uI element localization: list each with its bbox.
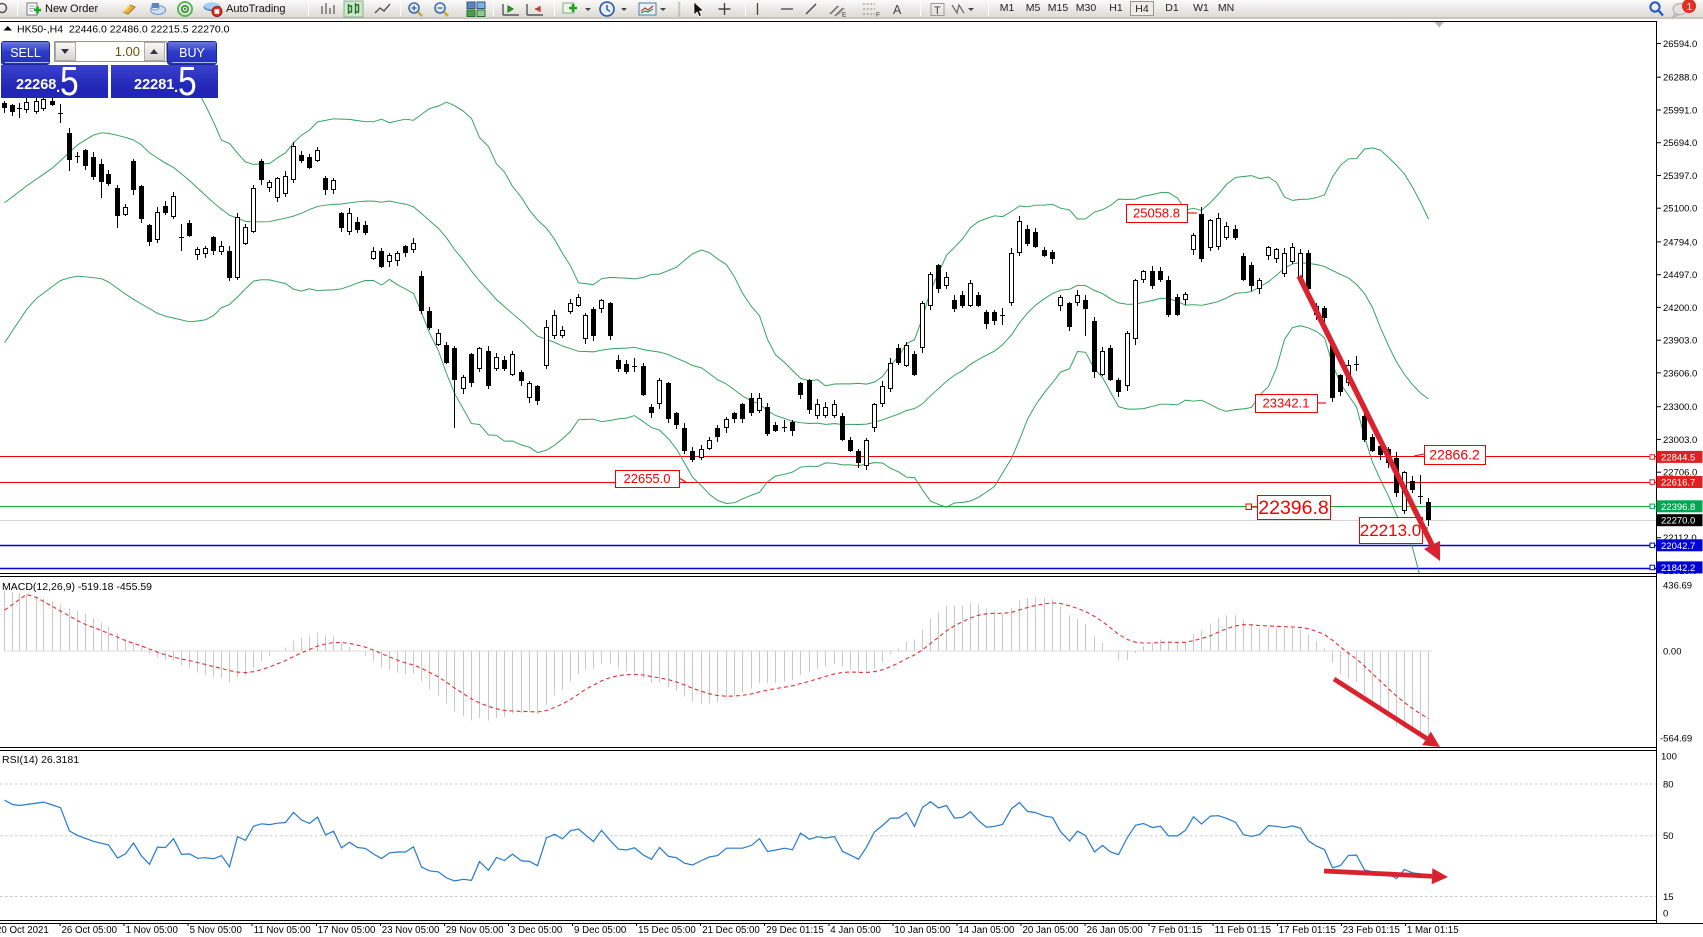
svg-text:15: 15 [1663,892,1674,903]
svg-text:T: T [934,5,941,17]
svg-text:5 Nov 05:00: 5 Nov 05:00 [190,925,243,936]
svg-text:29 Dec 01:15: 29 Dec 01:15 [766,925,824,936]
svg-text:0: 0 [1663,909,1668,920]
svg-text:17 Feb 01:15: 17 Feb 01:15 [1279,925,1336,936]
svg-text:0.00: 0.00 [1663,647,1682,658]
svg-text:23342.1: 23342.1 [1263,396,1310,411]
svg-text:29 Nov 05:00: 29 Nov 05:00 [446,925,504,936]
svg-text:26 Jan 05:00: 26 Jan 05:00 [1087,925,1144,936]
svg-text:17 Nov 05:00: 17 Nov 05:00 [318,925,376,936]
svg-text:26594.0: 26594.0 [1663,39,1697,50]
svg-text:21842.2: 21842.2 [1661,563,1695,574]
svg-text:F: F [876,12,880,19]
svg-text:25058.8: 25058.8 [1133,206,1180,221]
svg-text:22844.5: 22844.5 [1661,452,1695,463]
svg-text:22706.0: 22706.0 [1663,468,1697,479]
svg-text:23300.0: 23300.0 [1663,402,1697,413]
svg-text:23606.0: 23606.0 [1663,368,1697,379]
svg-text:23 Feb 01:15: 23 Feb 01:15 [1343,925,1400,936]
svg-text:20 Oct 2021: 20 Oct 2021 [0,925,49,936]
svg-text:10 Jan 05:00: 10 Jan 05:00 [894,925,951,936]
svg-text:4 Jan 05:00: 4 Jan 05:00 [830,925,881,936]
svg-text:25991.0: 25991.0 [1663,106,1697,117]
svg-text:22396.8: 22396.8 [1258,497,1329,519]
svg-text:22270.0: 22270.0 [1661,516,1695,527]
svg-text:1 Mar 01:15: 1 Mar 01:15 [1407,925,1459,936]
svg-text:100: 100 [1661,752,1677,763]
svg-text:MACD(12,26,9) -519.18 -455.59: MACD(12,26,9) -519.18 -455.59 [2,581,152,593]
svg-text:15 Dec 05:00: 15 Dec 05:00 [638,925,696,936]
svg-text:11 Feb 01:15: 11 Feb 01:15 [1215,925,1271,936]
svg-text:50: 50 [1663,831,1674,842]
svg-text:21 Dec 05:00: 21 Dec 05:00 [702,925,760,936]
svg-text:HK50-,H4 22446.0 22486.0 2221: HK50-,H4 22446.0 22486.0 22215.5 22270.0 [17,24,230,36]
svg-text:E: E [842,12,847,19]
svg-text:1 Nov 05:00: 1 Nov 05:00 [126,925,179,936]
svg-text:23003.0: 23003.0 [1663,435,1697,446]
svg-text:26288.0: 26288.0 [1663,73,1697,84]
svg-text:26 Oct 05:00: 26 Oct 05:00 [62,925,118,936]
svg-text:14 Jan 05:00: 14 Jan 05:00 [958,925,1015,936]
svg-text:24200.0: 24200.0 [1663,303,1697,314]
svg-text:23903.0: 23903.0 [1663,336,1697,347]
svg-text:RSI(14) 26.3181: RSI(14) 26.3181 [2,754,79,766]
svg-text:7 Feb 01:15: 7 Feb 01:15 [1151,925,1203,936]
svg-text:-564.69: -564.69 [1660,734,1692,745]
svg-text:23 Nov 05:00: 23 Nov 05:00 [382,925,440,936]
svg-text:11 Nov 05:00: 11 Nov 05:00 [254,925,312,936]
svg-text:24497.0: 24497.0 [1663,270,1697,281]
svg-text:22616.7: 22616.7 [1661,478,1695,489]
svg-text:9 Dec 05:00: 9 Dec 05:00 [574,925,627,936]
svg-text:22042.7: 22042.7 [1661,541,1695,552]
svg-text:80: 80 [1663,780,1674,791]
svg-text:1: 1 [1687,1,1693,13]
svg-text:A: A [893,3,902,17]
svg-text:3 Dec 05:00: 3 Dec 05:00 [510,925,563,936]
svg-text:20 Jan 05:00: 20 Jan 05:00 [1023,925,1080,936]
svg-text:22866.2: 22866.2 [1429,447,1480,463]
svg-text:24794.0: 24794.0 [1663,237,1697,248]
svg-text:25397.0: 25397.0 [1663,171,1697,182]
svg-text:25100.0: 25100.0 [1663,204,1697,215]
svg-text:22112.0: 22112.0 [1663,533,1697,544]
svg-text:436.69: 436.69 [1663,581,1692,592]
svg-text:22396.8: 22396.8 [1661,502,1695,513]
svg-text:22213.0: 22213.0 [1360,521,1421,540]
svg-text:25694.0: 25694.0 [1663,138,1697,149]
svg-text:22655.0: 22655.0 [624,471,671,486]
